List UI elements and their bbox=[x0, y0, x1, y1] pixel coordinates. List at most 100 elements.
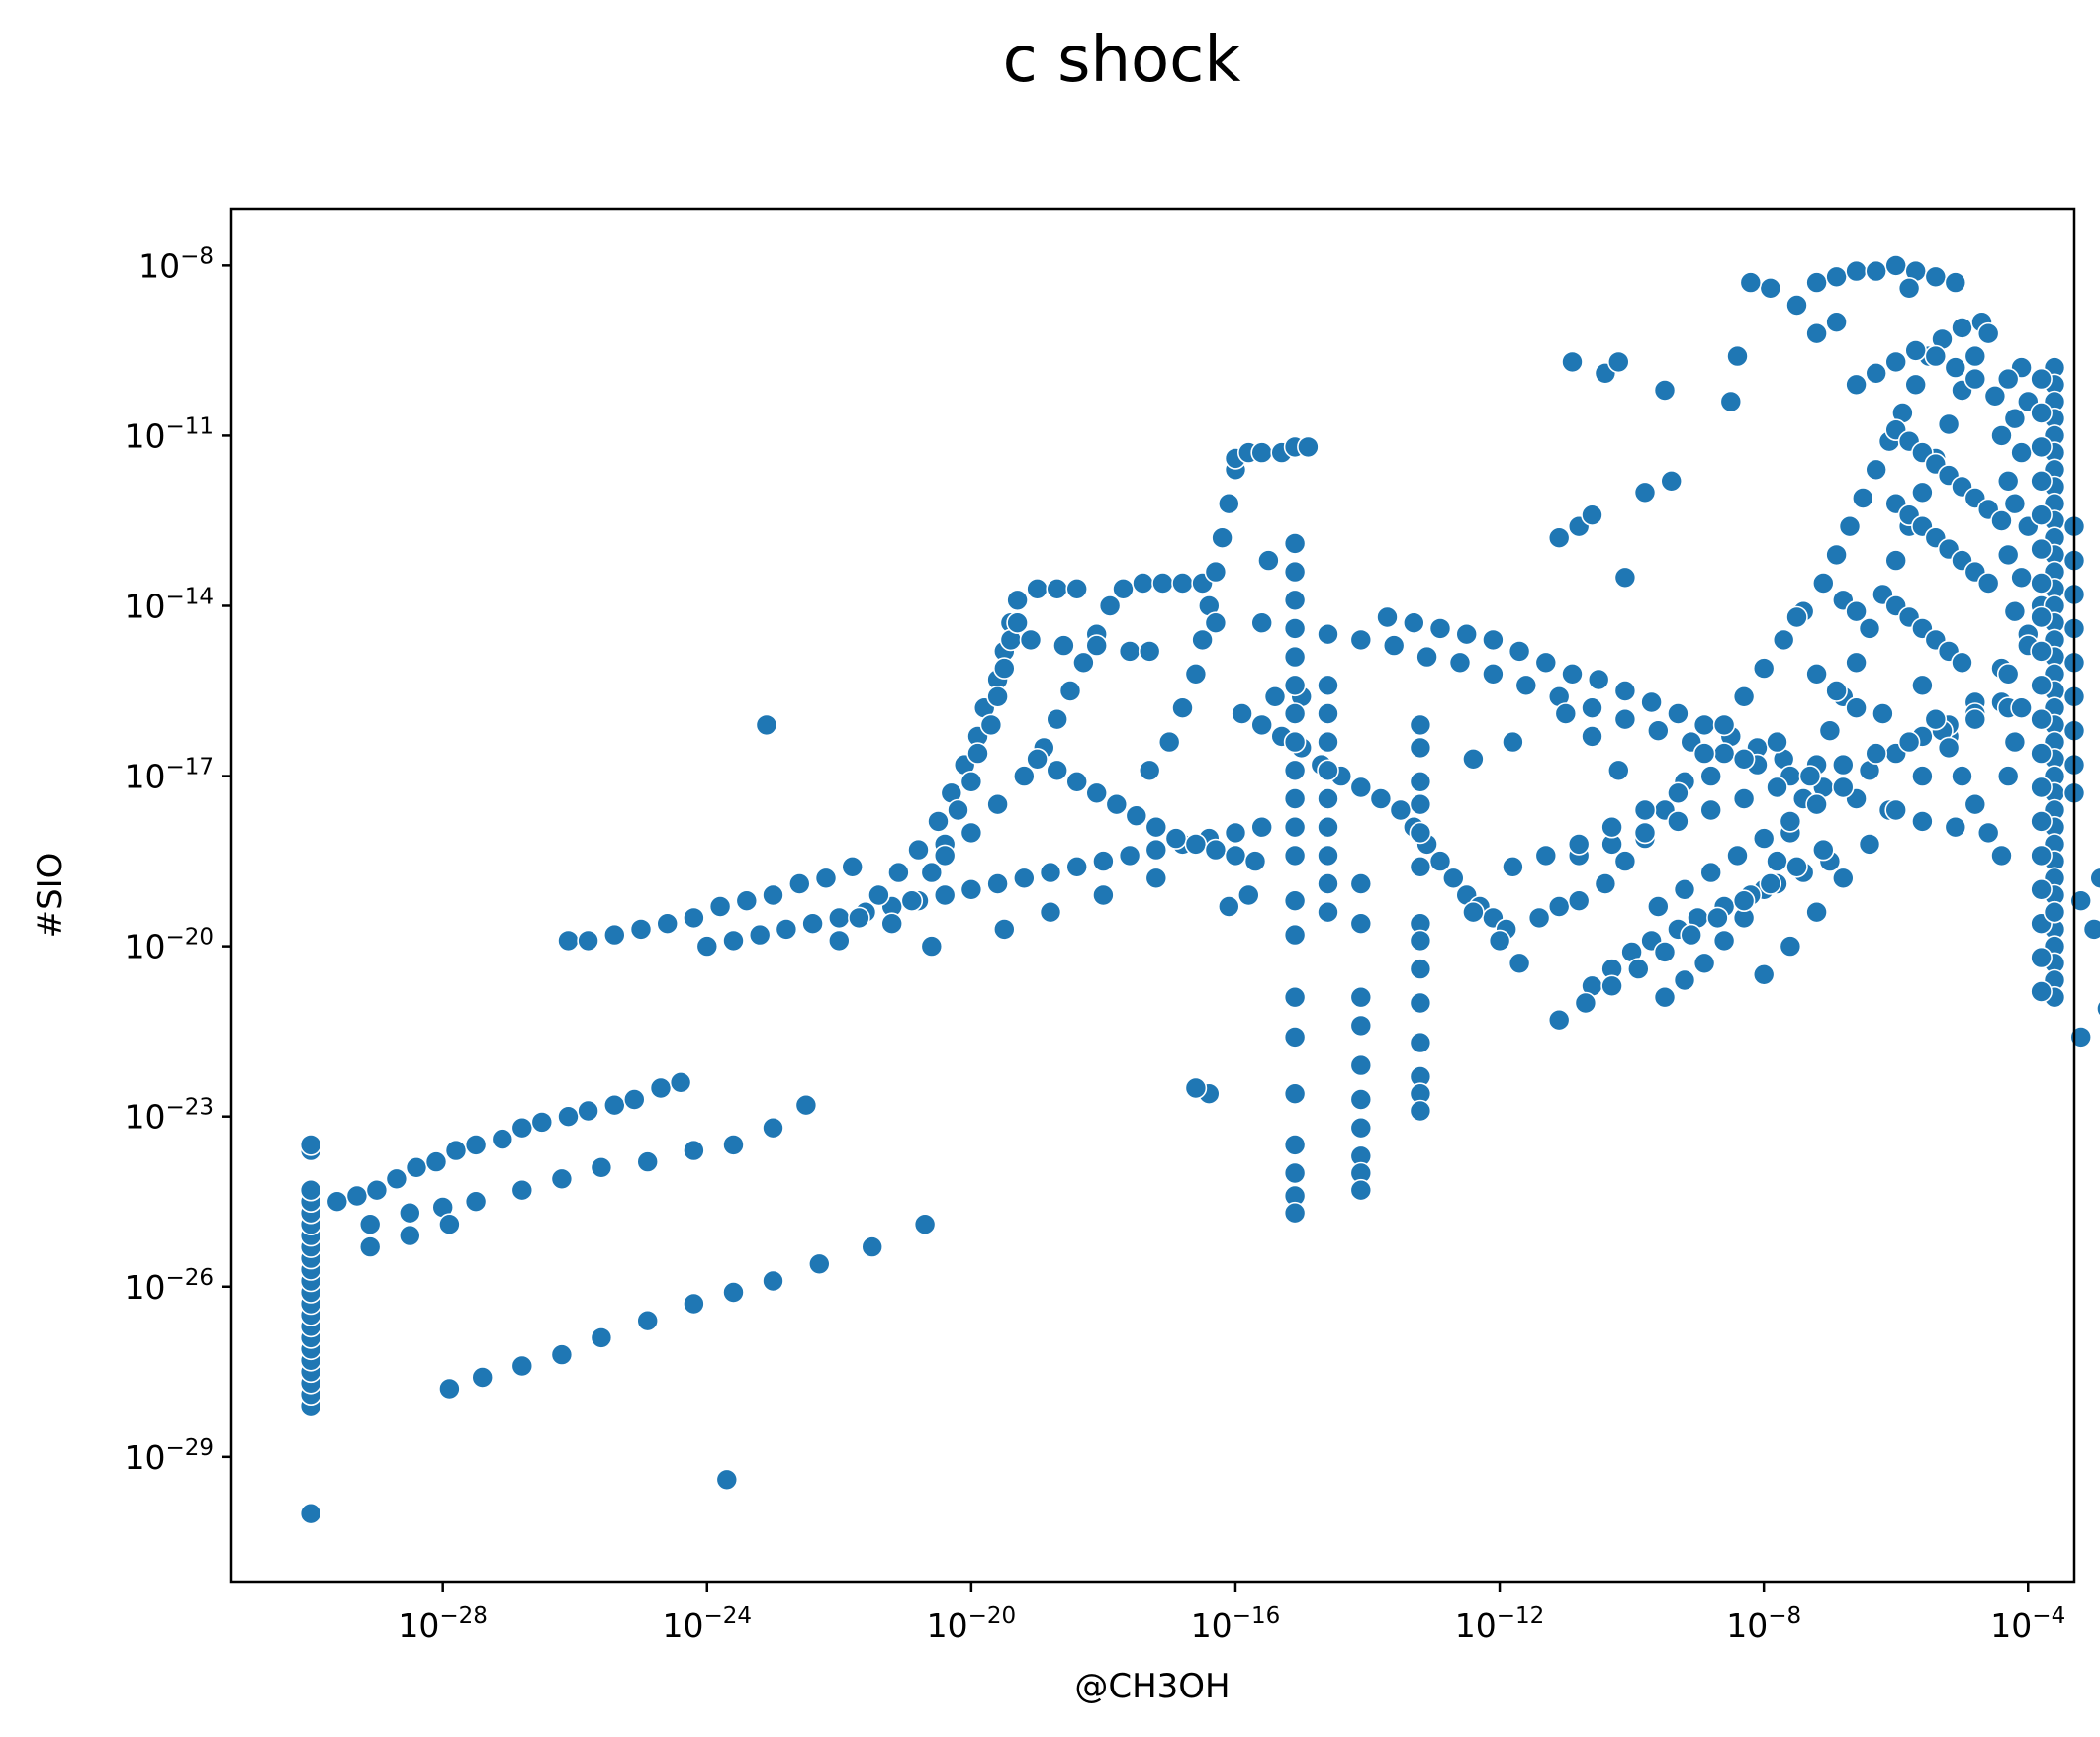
scatter-point bbox=[1482, 662, 1505, 686]
scatter-point bbox=[510, 1116, 534, 1140]
scatter-point bbox=[590, 1326, 613, 1349]
scatter-point bbox=[907, 838, 930, 862]
scatter-point bbox=[2003, 492, 2027, 515]
scatter-point bbox=[2030, 367, 2053, 391]
scatter-point bbox=[444, 1139, 468, 1162]
scatter-point bbox=[2043, 900, 2066, 924]
scatter-point bbox=[2030, 946, 2053, 969]
scatter-point bbox=[986, 685, 1009, 708]
scatter-point bbox=[2030, 707, 2053, 731]
scatter-point bbox=[1317, 674, 1339, 697]
scatter-point bbox=[577, 1099, 599, 1123]
scatter-point bbox=[1527, 906, 1551, 930]
scatter-point bbox=[2030, 640, 2053, 663]
scatter-point bbox=[1283, 815, 1307, 839]
scatter-point bbox=[1712, 929, 1736, 953]
scatter-point bbox=[1865, 458, 1887, 482]
y-tick-label: 10−14 bbox=[124, 584, 214, 625]
scatter-point bbox=[1534, 651, 1558, 675]
scatter-point bbox=[715, 1468, 739, 1492]
scatter-point bbox=[927, 810, 950, 833]
scatter-point bbox=[2030, 674, 2053, 697]
scatter-point bbox=[1825, 543, 1848, 567]
scatter-point bbox=[1779, 810, 1802, 833]
x-tick-label: 10−28 bbox=[398, 1603, 488, 1645]
scatter-point bbox=[920, 861, 944, 884]
scatter-point bbox=[438, 1377, 461, 1401]
scatter-point bbox=[722, 1281, 745, 1304]
scatter-point bbox=[622, 1088, 646, 1111]
scatter-point bbox=[299, 1502, 322, 1525]
scatter-point bbox=[1852, 487, 1874, 509]
scatter-point bbox=[1976, 572, 2000, 594]
scatter-point bbox=[1911, 765, 1934, 787]
scatter-point bbox=[1409, 855, 1432, 878]
scatter-point bbox=[1283, 674, 1307, 697]
scatter-point bbox=[1448, 651, 1472, 675]
scatter-point bbox=[1653, 379, 1677, 402]
scatter-point bbox=[1667, 781, 1689, 805]
scatter-point bbox=[1072, 651, 1095, 675]
chart-title: c shock bbox=[1003, 24, 1241, 97]
scatter-point bbox=[1785, 855, 1808, 878]
scatter-point bbox=[1211, 526, 1233, 550]
scatter-point bbox=[1039, 861, 1062, 884]
scatter-point bbox=[1692, 713, 1716, 737]
scatter-point bbox=[1858, 833, 1881, 856]
scatter-point bbox=[1712, 713, 1736, 737]
scatter-point bbox=[365, 1178, 389, 1202]
scatter-point bbox=[1184, 1076, 1208, 1100]
scatter-point bbox=[325, 1190, 349, 1213]
scatter-point bbox=[2003, 730, 2027, 754]
scatter-point bbox=[1257, 549, 1280, 572]
scatter-point bbox=[1924, 707, 1948, 731]
x-tick-label: 10−8 bbox=[1726, 1603, 1801, 1645]
scatter-point bbox=[1409, 1031, 1432, 1054]
scatter-point bbox=[649, 1076, 673, 1100]
scatter-point bbox=[2030, 877, 2053, 901]
scatter-point bbox=[510, 1354, 534, 1378]
scatter-point bbox=[1911, 481, 1934, 504]
scatter-point bbox=[1052, 634, 1075, 657]
y-tick-label: 10−29 bbox=[124, 1435, 214, 1477]
scatter-point bbox=[887, 861, 910, 884]
scatter-point bbox=[1382, 634, 1406, 657]
scatter-point bbox=[1911, 674, 1934, 697]
scatter-point bbox=[1712, 742, 1736, 765]
scatter-point bbox=[1699, 765, 1722, 787]
scatter-point bbox=[1547, 895, 1571, 918]
x-tick-label: 10−12 bbox=[1455, 1603, 1545, 1645]
scatter-point bbox=[900, 889, 924, 913]
scatter-point bbox=[2069, 889, 2092, 913]
scatter-point bbox=[1283, 589, 1307, 612]
scatter-point bbox=[959, 770, 983, 793]
scatter-point bbox=[1098, 594, 1122, 617]
scatter-point bbox=[1976, 821, 2000, 845]
scatter-point bbox=[2030, 980, 2053, 1003]
scatter-point bbox=[1600, 815, 1623, 839]
scatter-point bbox=[1231, 702, 1253, 725]
y-tick-label: 10−23 bbox=[124, 1095, 214, 1137]
scatter-point bbox=[1581, 725, 1603, 748]
scatter-point bbox=[1204, 611, 1228, 635]
scatter-point bbox=[1237, 883, 1260, 907]
scatter-point bbox=[1660, 469, 1683, 493]
scatter-point bbox=[1554, 702, 1578, 725]
scatter-point bbox=[1403, 611, 1425, 635]
scatter-point bbox=[1046, 759, 1068, 782]
scatter-point bbox=[2030, 572, 2053, 594]
scatter-point bbox=[1653, 985, 1677, 1009]
scatter-point bbox=[959, 821, 983, 845]
scatter-point bbox=[966, 742, 989, 765]
scatter-point bbox=[1317, 702, 1339, 725]
scatter-point bbox=[2096, 1000, 2100, 1018]
scatter-point bbox=[1283, 1082, 1307, 1105]
scatter-point bbox=[1250, 713, 1273, 737]
scatter-point bbox=[1699, 798, 1722, 822]
scatter-point bbox=[1996, 367, 2020, 391]
scatter-point bbox=[1845, 259, 1868, 283]
scatter-point bbox=[1627, 958, 1650, 980]
scatter-point bbox=[1996, 543, 2020, 567]
scatter-point bbox=[669, 1071, 692, 1094]
scatter-point bbox=[1046, 707, 1068, 731]
